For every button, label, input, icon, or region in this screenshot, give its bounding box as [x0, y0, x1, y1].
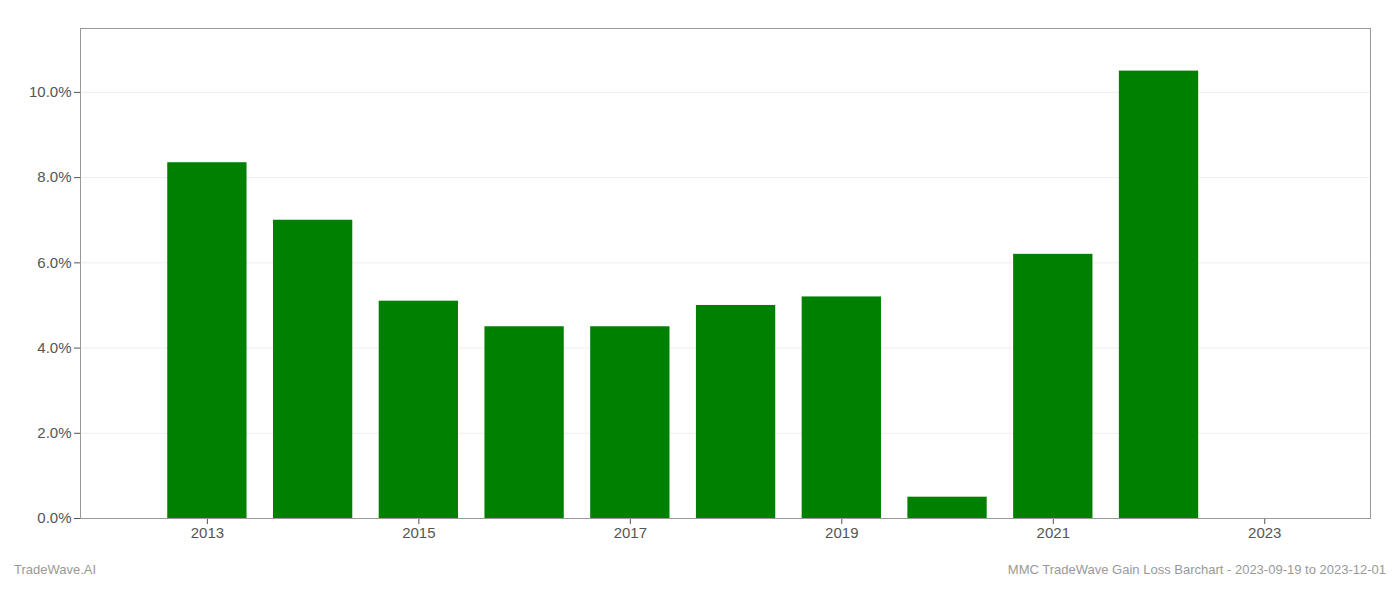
svg-text:10.0%: 10.0%: [29, 83, 72, 100]
svg-text:6.0%: 6.0%: [37, 254, 71, 271]
html-text:MMC TradeWave Gain Loss Barcha: MMC TradeWave Gain Loss Barchart - 2023-…: [1007, 562, 1386, 577]
html-text:TradeWave.AI: TradeWave.AI: [14, 562, 97, 577]
svg-text:2021: 2021: [1037, 524, 1070, 541]
svg-text:4.0%: 4.0%: [37, 339, 71, 356]
svg-text:2.0%: 2.0%: [37, 424, 71, 441]
svg-text:2013: 2013: [191, 524, 224, 541]
svg-text:2015: 2015: [402, 524, 435, 541]
svg-text:0.0%: 0.0%: [37, 509, 71, 526]
svg-text:2023: 2023: [1248, 524, 1281, 541]
svg-text:8.0%: 8.0%: [37, 168, 71, 185]
svg-text:2017: 2017: [614, 524, 647, 541]
svg-text:2019: 2019: [825, 524, 858, 541]
